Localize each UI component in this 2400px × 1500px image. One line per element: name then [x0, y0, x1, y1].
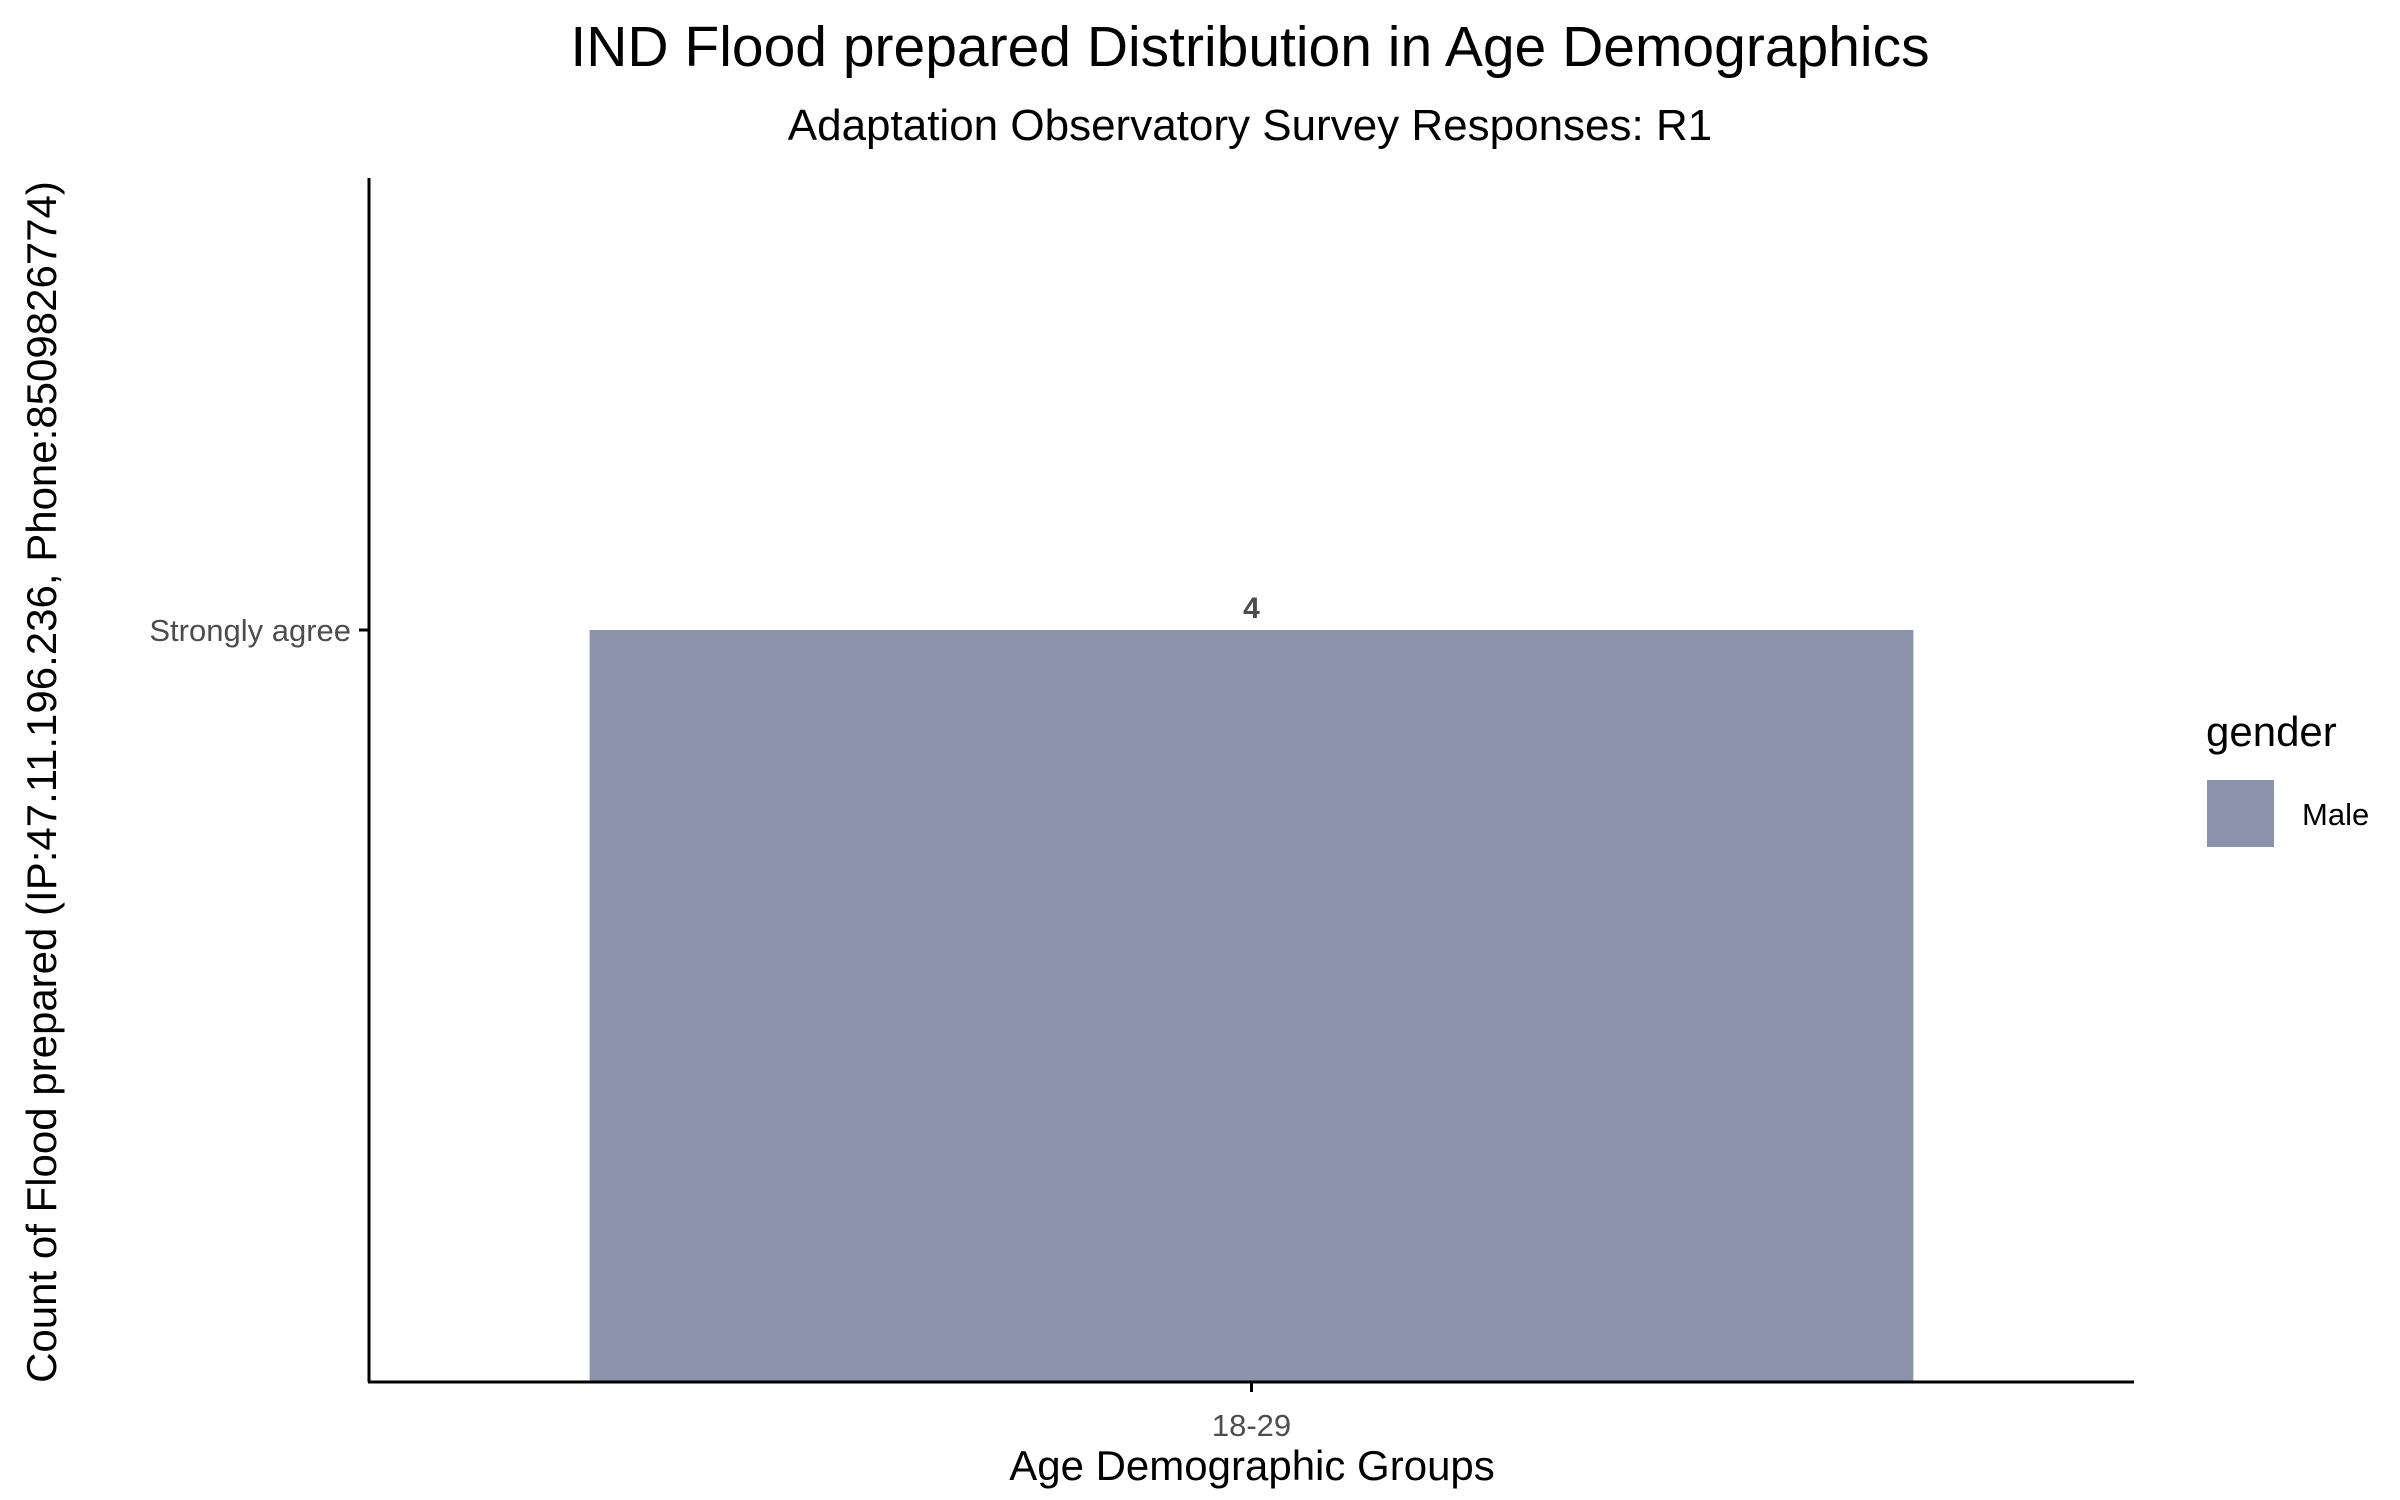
bar [589, 630, 1914, 1382]
plot-area: Strongly agree 18-29 4 [149, 592, 1914, 1443]
data-label: 4 [1243, 592, 1260, 625]
chart-title: IND Flood prepared Distribution in Age D… [570, 15, 1929, 79]
y-tick-label: Strongly agree [149, 613, 351, 648]
x-tick-label: 18-29 [1212, 1408, 1291, 1443]
x-axis-title: Age Demographic Groups [1009, 1442, 1495, 1489]
chart-subtitle: Adaptation Observatory Survey Responses:… [788, 101, 1712, 150]
legend: gender Male [2206, 708, 2369, 847]
legend-swatch-male [2207, 780, 2274, 847]
y-axis-title: Count of Flood prepared (IP:47.11.196.23… [18, 181, 65, 1383]
legend-title: gender [2206, 708, 2337, 755]
legend-label-male: Male [2302, 797, 2369, 832]
